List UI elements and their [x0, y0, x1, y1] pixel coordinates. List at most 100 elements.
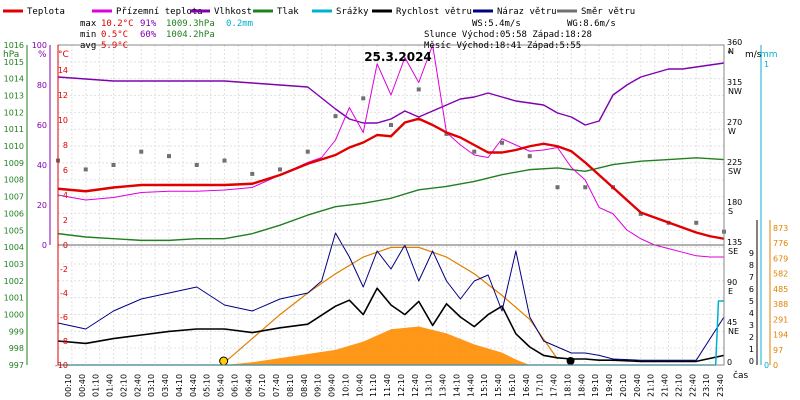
- legend-label: Rychlost větru: [396, 7, 472, 17]
- wind-direction-point: [500, 140, 504, 145]
- legend-label: Teplota: [27, 7, 65, 17]
- legend-label: Tlak: [277, 7, 299, 17]
- dir-name: NE: [728, 327, 739, 336]
- time-tick: 21:40: [661, 374, 670, 397]
- wind-direction-point: [527, 154, 532, 159]
- time-tick: 08:10: [286, 374, 295, 397]
- wind-direction-point: [167, 154, 171, 159]
- pct-tick: 60: [37, 121, 47, 130]
- stats-block: max 10.2°C 91% 1009.3hPa 0.2mm min 0.5°C…: [80, 19, 253, 51]
- pct-tick: 0: [42, 241, 47, 250]
- legend-label: Směr větru: [581, 7, 635, 17]
- temp-tick: -6: [60, 313, 68, 322]
- time-tick: 14:10: [452, 374, 461, 397]
- time-tick: 05:40: [217, 374, 226, 397]
- time-tick: 02:40: [133, 374, 142, 397]
- hpa-tick: 1010: [4, 142, 24, 151]
- time-tick: 17:40: [550, 374, 559, 397]
- time-tick: 04:10: [175, 374, 184, 397]
- pct-tick: 40: [37, 161, 47, 170]
- pct-unit: %: [38, 50, 47, 60]
- time-tick: 16:10: [508, 374, 517, 397]
- dir-tick: 90: [727, 278, 737, 287]
- mm-tick-bottom: 0: [764, 361, 769, 370]
- wind-direction-point: [83, 167, 88, 172]
- wind-direction-point: [694, 220, 699, 225]
- axes-layer: 1016101510141013101210111010100910081007…: [4, 38, 789, 397]
- series-vlhkost: [57, 62, 725, 126]
- time-tick: 15:10: [480, 374, 489, 397]
- time-tick: 10:40: [355, 374, 364, 397]
- time-tick: 11:10: [369, 374, 378, 397]
- info-moon: Měsíc Východ:18:41 Západ:5:55: [424, 41, 581, 51]
- solar-tick: 388: [773, 300, 788, 309]
- legend-label: Vlhkost: [214, 7, 252, 17]
- info-block: WS:5.4m/s WG:8.6m/s Slunce Východ:05:58 …: [424, 19, 616, 51]
- series-přízemní-teplota: [57, 44, 724, 258]
- temp-tick: -4: [60, 289, 68, 298]
- time-tick: 09:10: [314, 374, 323, 397]
- wind-direction-point: [333, 114, 338, 119]
- time-tick: 03:40: [161, 374, 170, 397]
- ms-tick: 1: [749, 345, 754, 354]
- time-tick: 18:10: [563, 374, 572, 397]
- time-tick: 13:40: [439, 374, 448, 397]
- hpa-tick: 1004: [4, 243, 24, 252]
- hpa-tick: 1012: [4, 108, 24, 117]
- temp-tick: 12: [58, 91, 68, 100]
- dir-tick: 180: [727, 198, 742, 207]
- time-tick: 15:40: [494, 374, 503, 397]
- unit-labels: hPa % °C ° m/s mm čas: [3, 50, 778, 381]
- hpa-tick: 1009: [4, 159, 24, 168]
- time-tick: 03:10: [147, 374, 156, 397]
- time-tick: 22:40: [688, 374, 697, 397]
- time-tick: 11:40: [383, 374, 392, 397]
- sunset-marker: [566, 357, 575, 365]
- time-tick: 05:10: [203, 374, 212, 397]
- hpa-tick: 1008: [4, 176, 24, 185]
- hpa-tick: 1007: [4, 193, 24, 202]
- solar-tick: 97: [773, 346, 783, 355]
- hpa-tick: 1015: [4, 58, 24, 67]
- solar-radiation: [58, 246, 724, 365]
- temp-tick: 10: [58, 116, 68, 125]
- stats-min-hum: 60%: [140, 30, 157, 40]
- pct-tick: 20: [37, 201, 47, 210]
- hpa-tick: 1013: [4, 92, 24, 101]
- hpa-tick: 1005: [4, 226, 24, 235]
- dir-tick: 225: [727, 158, 742, 167]
- c-unit: °C: [58, 50, 69, 60]
- hpa-tick: 998: [9, 344, 24, 353]
- wind-direction-point: [194, 163, 199, 167]
- hpa-tick: 1003: [4, 260, 24, 269]
- wind-direction-point: [416, 87, 421, 92]
- stats-avg-label: avg: [80, 41, 96, 51]
- grid: [57, 44, 725, 366]
- dir-tick: 135: [727, 238, 742, 247]
- time-tick: 06:40: [244, 374, 253, 397]
- time-tick: 02:10: [119, 374, 128, 397]
- time-tick: 04:40: [189, 374, 198, 397]
- wind-direction-point: [583, 185, 588, 190]
- ms-tick: 2: [749, 333, 754, 342]
- solar-tick: 776: [773, 239, 788, 248]
- hpa-tick: 1016: [4, 41, 24, 50]
- temp-tick: -8: [60, 337, 68, 346]
- dir-tick: 45: [727, 318, 737, 327]
- stats-min-label: min: [80, 30, 96, 40]
- wind-direction-point: [444, 131, 449, 136]
- ms-tick: 4: [749, 309, 754, 318]
- time-tick: 09:40: [328, 374, 337, 397]
- time-tick: 14:40: [466, 374, 475, 397]
- series-tlak: [57, 157, 725, 242]
- wind-direction-point: [222, 158, 227, 163]
- time-axis-label: čas: [733, 370, 748, 381]
- ms-tick: 8: [749, 261, 754, 270]
- wind-direction-point: [250, 171, 255, 176]
- legend-label: Srážky: [336, 7, 369, 17]
- stats-min-temp: 0.5°C: [101, 30, 128, 40]
- dir-name: SW: [728, 167, 741, 176]
- solar-tick: 873: [773, 224, 788, 233]
- time-tick: 20:40: [633, 374, 642, 397]
- time-tick: 07:40: [272, 374, 281, 397]
